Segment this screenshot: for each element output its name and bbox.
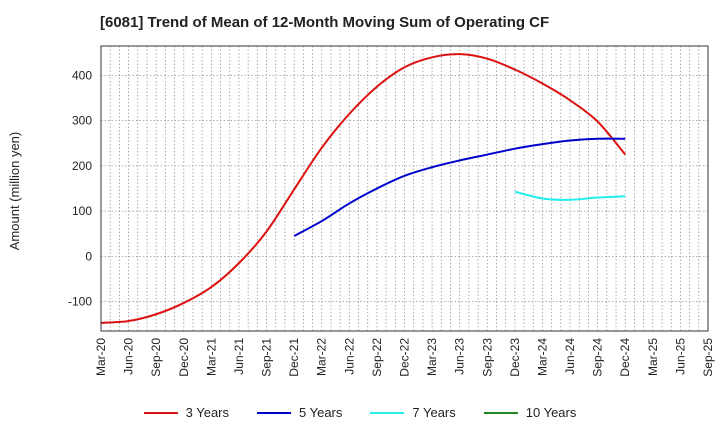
y-tick-label: 200: [72, 159, 92, 173]
legend-label-5-years: 5 Years: [299, 405, 343, 420]
x-tick-label: Jun-21: [232, 338, 246, 375]
legend-swatch-7-years: [370, 411, 405, 414]
x-tick-label: Mar-24: [535, 338, 549, 376]
x-tick-label: Mar-21: [204, 338, 218, 376]
x-tick-label: Dec-22: [398, 338, 412, 377]
legend-swatch-5-years: [257, 411, 291, 414]
series-line-5-years: [293, 137, 626, 237]
x-tick-label: Mar-20: [94, 338, 108, 376]
legend-item-10-years: 10 Years: [483, 405, 577, 420]
legend-label-7-years: 7 Years: [412, 405, 456, 420]
legend-item-3-years: 3 Years: [143, 405, 229, 420]
x-tick-label: Mar-25: [646, 338, 660, 376]
legend-swatch-10-years: [483, 411, 518, 414]
chart-title: [6081] Trend of Mean of 12-Month Moving …: [100, 14, 550, 31]
x-tick-label: Mar-23: [425, 338, 439, 376]
series-line-7-years: [514, 190, 626, 201]
grid-layer: [101, 46, 708, 331]
x-tick-label: Sep-21: [260, 338, 274, 377]
y-tick-label: -100: [68, 295, 92, 309]
x-tick-label: Jun-22: [342, 338, 356, 375]
x-tick-label: Jun-24: [563, 338, 577, 375]
x-tick-label: Jun-20: [122, 338, 136, 375]
legend-swatch-3-years: [143, 411, 178, 414]
x-tick-label: Sep-24: [591, 338, 605, 377]
y-tick-label: 0: [85, 249, 92, 263]
x-tick-label: Jun-25: [673, 338, 687, 375]
y-tick-label: 400: [72, 68, 92, 82]
legend: 3 Years 5 Years 7 Years 10 Years: [0, 405, 720, 420]
y-tick-label: 300: [72, 114, 92, 128]
x-tick-label: Sep-23: [480, 338, 494, 377]
x-tick-label: Sep-20: [149, 338, 163, 377]
x-tick-label: Sep-22: [370, 338, 384, 377]
legend-label-3-years: 3 Years: [185, 405, 229, 420]
legend-item-5-years: 5 Years: [257, 405, 342, 420]
y-axis-label: Amount (million yen): [7, 132, 22, 251]
x-tick-labels: Mar-20 Jun-20 Sep-20 Dec-20 Mar-21 Jun-21 Sep-…: [94, 338, 715, 377]
x-tick-label: Dec-23: [508, 338, 522, 377]
x-tick-label: Mar-22: [315, 338, 329, 376]
y-tick-labels: -100 0 100 200 300 400: [68, 68, 92, 308]
series-line-3-years: [100, 53, 626, 324]
x-tick-label: Jun-23: [453, 338, 467, 375]
y-tick-label: 100: [72, 204, 92, 218]
x-tick-label: Dec-24: [618, 338, 632, 377]
legend-label-10-years: 10 Years: [525, 405, 577, 420]
x-tick-label: Dec-20: [177, 338, 191, 377]
series-layer: [100, 53, 626, 324]
x-tick-label: Dec-21: [287, 338, 301, 377]
plot-border: [100, 45, 709, 332]
x-tick-label: Sep-25: [701, 338, 715, 377]
legend-item-7-years: 7 Years: [370, 405, 456, 420]
